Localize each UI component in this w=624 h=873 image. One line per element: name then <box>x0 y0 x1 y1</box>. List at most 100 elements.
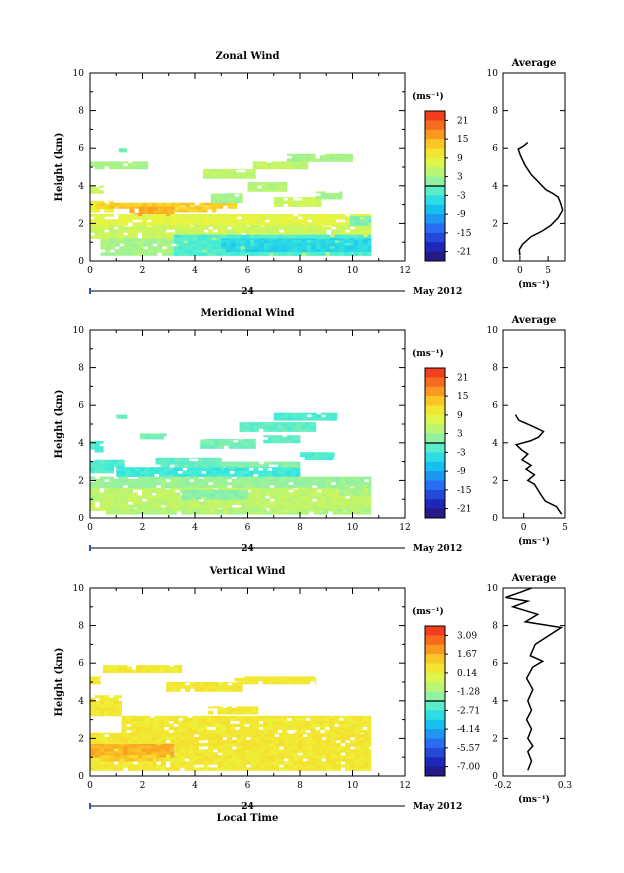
heatmap-cell <box>179 752 185 756</box>
heatmap-cell <box>187 726 193 731</box>
heatmap-cell <box>326 742 332 747</box>
heatmap-cell <box>213 682 219 686</box>
heatmap-cell <box>264 214 270 217</box>
colorbar-segment <box>425 139 445 149</box>
heatmap-cell <box>354 755 360 759</box>
heatmap-cell <box>154 717 160 722</box>
heatmap-cell <box>210 490 216 494</box>
heatmap-cell <box>196 473 202 477</box>
heatmap-cell <box>296 464 301 468</box>
heatmap-cell <box>310 720 316 725</box>
heatmap-cell <box>264 222 270 226</box>
heatmap-cell <box>256 188 262 192</box>
heatmap-cell <box>326 745 332 747</box>
heatmap-cell <box>283 761 289 765</box>
heatmap-cell <box>254 245 260 249</box>
heatmap-cell <box>261 185 267 189</box>
heatmap-cell <box>144 433 150 437</box>
colorbar-tick-label: 1.67 <box>457 650 477 660</box>
heatmap-cell <box>353 234 359 238</box>
heatmap-cell <box>135 720 141 725</box>
heatmap-cell <box>208 222 214 226</box>
heatmap-cell <box>142 476 148 480</box>
heatmap-cell <box>321 767 327 771</box>
heatmap-cell <box>282 234 288 238</box>
heatmap-cell <box>90 162 96 167</box>
heatmap-cell <box>274 761 280 765</box>
heatmap-cell <box>90 680 96 685</box>
heatmap-cell <box>226 239 232 243</box>
heatmap-cell <box>296 422 302 423</box>
heatmap-cell <box>170 744 175 746</box>
x-tick-label: 2 <box>140 523 146 533</box>
heatmap-cell <box>185 682 191 683</box>
heatmap-cell <box>207 234 213 238</box>
heatmap-cell <box>244 715 250 719</box>
heatmap-cell <box>189 214 195 217</box>
heatmap-cell <box>154 433 160 437</box>
heatmap-cell <box>250 476 256 480</box>
heatmap-cell <box>321 733 327 738</box>
heatmap-cell <box>137 764 143 768</box>
heatmap-cell <box>146 226 152 230</box>
heatmap-cell <box>244 425 250 429</box>
heatmap-cell <box>128 243 134 247</box>
colorbar-segment <box>425 461 445 472</box>
heatmap-cell <box>293 758 299 762</box>
heatmap-cell <box>158 473 164 477</box>
heatmap-cell <box>364 755 370 759</box>
heatmap-cell <box>358 239 364 243</box>
heatmap-cell <box>94 235 100 239</box>
heatmap-cell <box>349 767 355 771</box>
heatmap-cell <box>205 508 211 512</box>
x-tick-label: 2 <box>140 266 146 276</box>
heatmap-cell <box>310 676 316 679</box>
heatmap-cell <box>288 478 294 483</box>
heatmap-cell <box>197 729 203 734</box>
heatmap-cell <box>269 495 275 499</box>
heatmap-cell <box>175 481 181 486</box>
heatmap-cell <box>132 745 138 749</box>
colorbar-segment <box>425 223 445 234</box>
heatmap-cell <box>225 729 231 734</box>
heatmap-cell <box>146 751 152 755</box>
heatmap-cell <box>335 752 341 756</box>
heatmap-cell <box>186 490 192 494</box>
heatmap-cell <box>113 697 119 702</box>
heatmap-cell <box>315 239 321 243</box>
heatmap-cell <box>325 239 331 243</box>
heatmap-cell <box>264 481 270 486</box>
heatmap-cell <box>335 749 341 753</box>
heatmap-cell <box>326 219 332 223</box>
heatmap-cell <box>108 481 114 486</box>
heatmap-cell <box>316 495 322 499</box>
colorbar-tick-label: 21 <box>457 116 468 126</box>
heatmap-cell <box>175 732 181 735</box>
heatmap-cell <box>297 414 303 418</box>
heatmap-cell <box>151 758 157 762</box>
heatmap-cell <box>215 193 221 198</box>
heatmap-cell <box>215 470 221 474</box>
heatmap-cell <box>188 457 194 459</box>
heatmap-cell <box>194 216 200 220</box>
heatmap-cell <box>108 492 114 496</box>
heatmap-cell <box>207 243 213 247</box>
heatmap-cell <box>156 739 162 744</box>
heatmap-cell <box>207 252 213 256</box>
heatmap-cell <box>273 242 279 246</box>
heatmap-cell <box>217 481 223 486</box>
heatmap-cell <box>245 498 251 502</box>
heatmap-cell <box>137 216 143 220</box>
heatmap-cell <box>349 222 355 226</box>
heatmap-cell <box>267 467 273 468</box>
panel-title: Zonal Wind <box>215 51 279 62</box>
heatmap-cell <box>114 249 120 253</box>
heatmap-cell <box>165 457 171 459</box>
heatmap-cell <box>142 229 148 233</box>
heatmap-cell <box>252 445 256 449</box>
heatmap-cell <box>108 761 114 765</box>
heatmap-cell <box>302 749 308 753</box>
heatmap-cell <box>250 487 256 490</box>
heatmap-cell <box>358 238 364 240</box>
heatmap-cell <box>279 214 285 217</box>
